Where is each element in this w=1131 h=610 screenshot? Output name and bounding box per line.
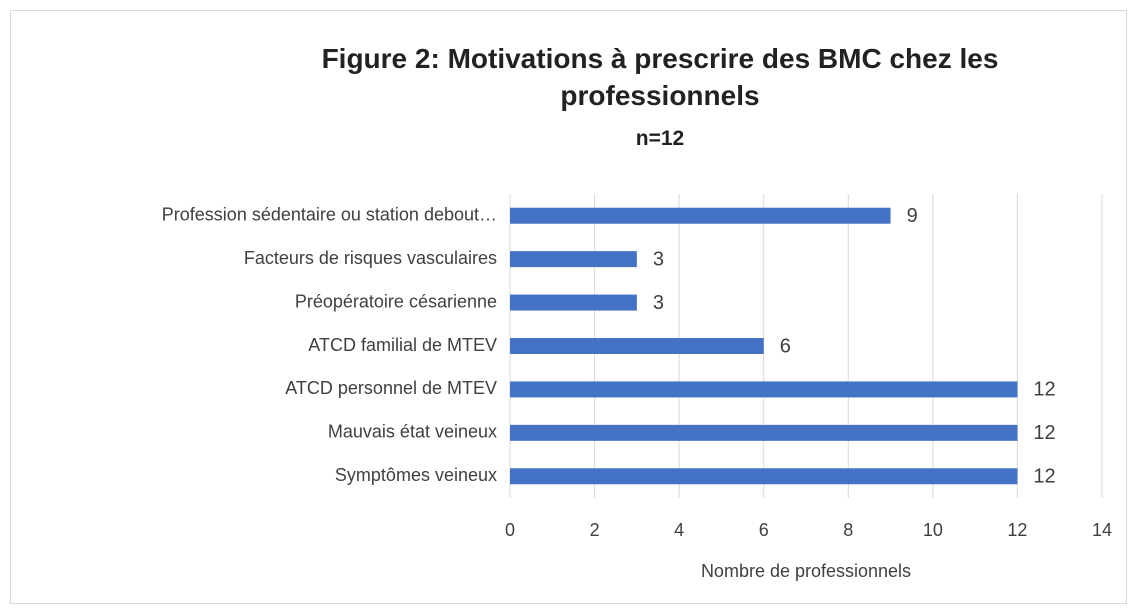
y-tick-label: Mauvais état veineux: [328, 422, 497, 442]
x-tick-label: 2: [590, 520, 600, 540]
x-tick-label: 12: [1007, 520, 1027, 540]
chart-title: Figure 2: Motivations à prescrire des BM…: [321, 43, 999, 111]
bar: [510, 338, 764, 354]
data-label: 12: [1033, 422, 1055, 444]
x-tick-label: 14: [1092, 520, 1112, 540]
data-label: 6: [780, 335, 791, 357]
data-label: 12: [1033, 466, 1055, 488]
y-tick-label: ATCD personnel de MTEV: [285, 378, 497, 398]
data-label: 3: [653, 248, 664, 270]
y-tick-label: Facteurs de risques vasculaires: [244, 248, 497, 268]
data-label: 12: [1033, 379, 1055, 401]
bar: [510, 424, 1018, 441]
x-axis-label: Nombre de professionnels: [701, 561, 911, 581]
bar: [510, 251, 637, 268]
bar: [510, 381, 1018, 398]
bar: [510, 207, 891, 224]
y-tick-label: Préopératoire césarienne: [295, 291, 497, 311]
x-tick-label: 4: [674, 520, 684, 540]
chart-border: [10, 10, 1127, 604]
y-tick-label: Symptômes veineux: [335, 465, 497, 485]
data-label: 9: [907, 205, 918, 227]
y-tick-label: Profession sédentaire ou station debout…: [162, 204, 497, 224]
chart-subtitle: n=12: [635, 127, 685, 150]
x-tick-label: 0: [505, 520, 515, 540]
data-label: 3: [653, 292, 664, 314]
bar: [510, 468, 1018, 485]
x-tick-label: 10: [923, 520, 943, 540]
x-tick-label: 8: [843, 520, 853, 540]
bar: [510, 294, 637, 311]
x-tick-label: 6: [759, 520, 769, 540]
y-tick-label: ATCD familial de MTEV: [308, 335, 497, 355]
